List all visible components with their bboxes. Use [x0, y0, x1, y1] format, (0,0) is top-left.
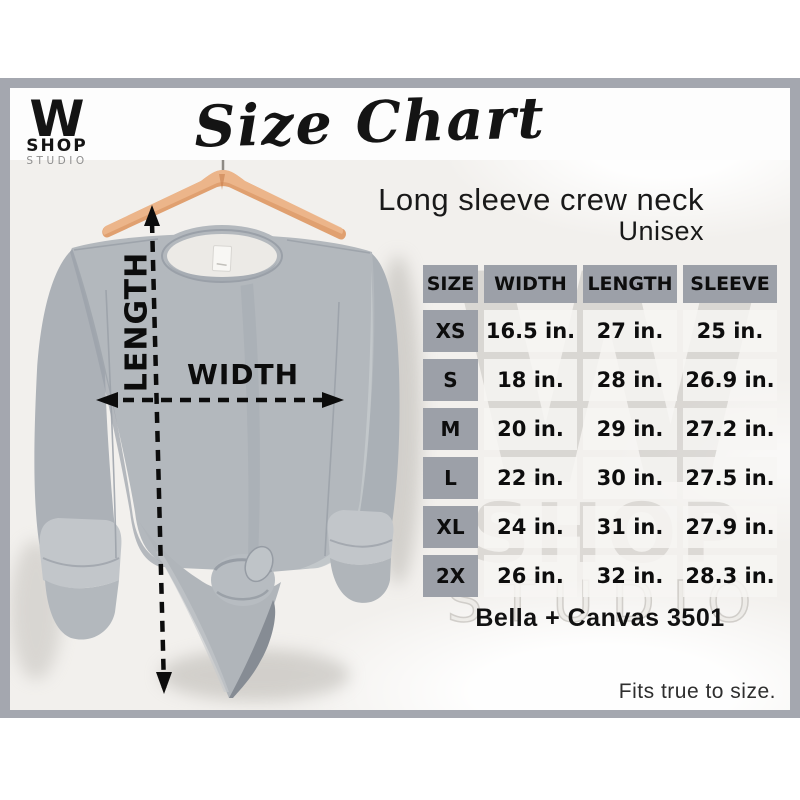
column-header-width: WIDTH — [484, 265, 577, 303]
length-cell: 27 in. — [583, 310, 677, 352]
product-name: Long sleeve crew neck — [378, 182, 704, 217]
shirt-seams — [73, 238, 371, 559]
width-cell: 16.5 in. — [484, 310, 577, 352]
size-cell: S — [423, 359, 478, 401]
width-cell: 26 in. — [484, 555, 577, 597]
table-header-row: SIZE WIDTH LENGTH SLEEVE — [423, 265, 777, 303]
length-arrow: LENGTH — [120, 205, 172, 694]
length-cell: 29 in. — [583, 408, 677, 450]
length-cell: 30 in. — [583, 457, 677, 499]
length-cell: 32 in. — [583, 555, 677, 597]
logo-shop-text: SHOP — [26, 136, 88, 156]
header-band: Size Chart — [10, 88, 790, 161]
product-style: Unisex — [618, 216, 704, 246]
width-cell: 24 in. — [484, 506, 577, 548]
sleeve-cell: 27.2 in. — [683, 408, 777, 450]
table-row-xs: XS 16.5 in. 27 in. 25 in. — [423, 310, 777, 352]
hanger-icon — [102, 160, 346, 240]
sleeve-cell: 26.9 in. — [683, 359, 777, 401]
logo-studio-text: STUDIO — [26, 155, 88, 167]
size-cell: L — [423, 457, 478, 499]
column-header-length: LENGTH — [583, 265, 677, 303]
sleeve-cell: 28.3 in. — [683, 555, 777, 597]
size-cell: XS — [423, 310, 478, 352]
size-cell: 2X — [423, 555, 478, 597]
width-arrow: WIDTH — [96, 358, 344, 408]
column-header-size: SIZE — [423, 265, 478, 303]
table-row-l: L 22 in. 30 in. 27.5 in. — [423, 457, 777, 499]
width-label: WIDTH — [187, 358, 299, 391]
table-body: XS 16.5 in. 27 in. 25 in. S 18 in. 28 in… — [423, 310, 777, 597]
size-cell: M — [423, 408, 478, 450]
shirt-photo: LENGTH WIDTH — [10, 160, 422, 701]
neck-label — [211, 245, 233, 272]
sleeve-cell: 25 in. — [683, 310, 777, 352]
width-cell: 22 in. — [484, 457, 577, 499]
length-label: LENGTH — [120, 252, 155, 392]
size-table: SIZE WIDTH LENGTH SLEEVE XS 16.5 in. 27 … — [423, 265, 777, 604]
length-cell: 31 in. — [583, 506, 677, 548]
shirt-knot — [211, 545, 275, 606]
shop-logo: W SHOP STUDIO — [22, 90, 92, 168]
brand-name: Bella + Canvas 3501 — [475, 604, 725, 632]
sleeve-cell: 27.9 in. — [683, 506, 777, 548]
left-cuff — [39, 518, 122, 640]
width-cell: 20 in. — [484, 408, 577, 450]
table-row-s: S 18 in. 28 in. 26.9 in. — [423, 359, 777, 401]
column-header-sleeve: SLEEVE — [683, 265, 777, 303]
sleeve-cell: 27.5 in. — [683, 457, 777, 499]
right-cuff — [327, 510, 394, 603]
shirt — [34, 225, 400, 698]
logo-w-icon: W — [29, 90, 85, 148]
length-cell: 28 in. — [583, 359, 677, 401]
mockup-card: W SHOP STUDIO Size Chart W SHOP STUDIO — [10, 88, 790, 710]
page-title: Size Chart — [193, 88, 547, 161]
table-row-2x: 2X 26 in. 32 in. 28.3 in. — [423, 555, 777, 597]
photo-frame: W SHOP STUDIO Size Chart W SHOP STUDIO — [0, 78, 800, 718]
width-cell: 18 in. — [484, 359, 577, 401]
size-cell: XL — [423, 506, 478, 548]
collar — [156, 225, 288, 287]
fit-note: Fits true to size. — [618, 680, 776, 703]
table-row-xl: XL 24 in. 31 in. 27.9 in. — [423, 506, 777, 548]
table-row-m: M 20 in. 29 in. 27.2 in. — [423, 408, 777, 450]
